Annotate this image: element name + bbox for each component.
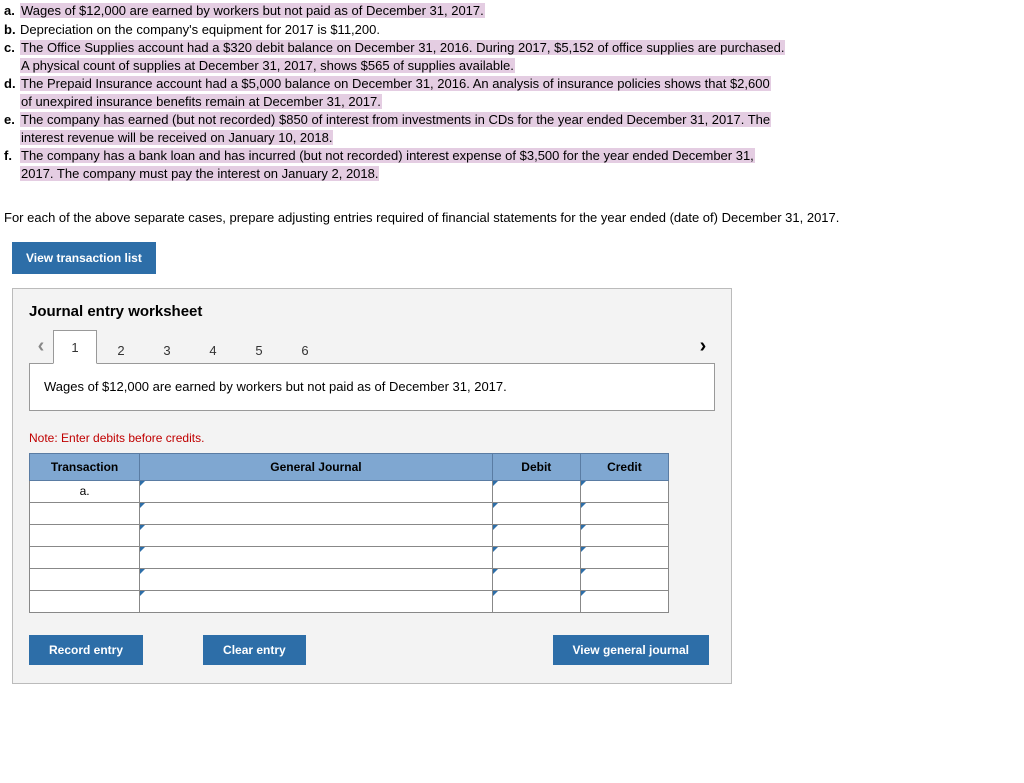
cell-credit[interactable] (580, 502, 668, 524)
cell-credit[interactable] (580, 480, 668, 502)
tab-3[interactable]: 3 (145, 336, 189, 364)
cell-transaction (30, 546, 140, 568)
instruction-text: For each of the above separate cases, pr… (0, 191, 1024, 241)
tab-1[interactable]: 1 (53, 330, 97, 364)
problem-list: a.Wages of $12,000 are earned by workers… (0, 0, 1024, 191)
cell-general-journal[interactable] (140, 546, 493, 568)
tab-6[interactable]: 6 (283, 336, 327, 364)
view-transaction-list-button[interactable]: View transaction list (12, 242, 156, 274)
worksheet-title: Journal entry worksheet (29, 303, 715, 320)
cell-credit[interactable] (580, 546, 668, 568)
tab-5[interactable]: 5 (237, 336, 281, 364)
cell-transaction (30, 568, 140, 590)
table-row (30, 568, 669, 590)
cell-transaction (30, 590, 140, 612)
highlighted-text: The company has earned (but not recorded… (20, 112, 771, 127)
cell-general-journal[interactable] (140, 502, 493, 524)
highlighted-text: The company has a bank loan and has incu… (20, 148, 755, 163)
highlighted-text: 2017. The company must pay the interest … (20, 166, 379, 181)
cell-credit[interactable] (580, 524, 668, 546)
cell-debit[interactable] (492, 480, 580, 502)
problem-text: The company has earned (but not recorded… (20, 111, 1020, 146)
problem-letter: d. (4, 75, 20, 110)
cell-credit[interactable] (580, 590, 668, 612)
header-credit: Credit (580, 453, 668, 480)
highlighted-text: The Office Supplies account had a $320 d… (20, 40, 785, 55)
header-general-journal: General Journal (140, 453, 493, 480)
prev-arrow-icon[interactable]: ‹ (29, 335, 53, 358)
plain-text: Depreciation on the company's equipment … (20, 22, 380, 37)
tab-row: ‹ 123456 › (29, 330, 715, 364)
cell-general-journal[interactable] (140, 568, 493, 590)
record-entry-button[interactable]: Record entry (29, 635, 143, 665)
cell-general-journal[interactable] (140, 524, 493, 546)
problem-text: Wages of $12,000 are earned by workers b… (20, 2, 1020, 20)
table-row (30, 590, 669, 612)
highlighted-text: Wages of $12,000 are earned by workers b… (20, 3, 485, 18)
entry-description: Wages of $12,000 are earned by workers b… (29, 363, 715, 411)
problem-letter: a. (4, 2, 20, 20)
note-text: Note: Enter debits before credits. (29, 431, 715, 445)
cell-general-journal[interactable] (140, 590, 493, 612)
problem-item: e.The company has earned (but not record… (4, 111, 1020, 146)
button-row: Record entry Clear entry View general jo… (29, 635, 709, 665)
header-debit: Debit (492, 453, 580, 480)
journal-entry-worksheet: Journal entry worksheet ‹ 123456 › Wages… (12, 288, 732, 684)
highlighted-text: interest revenue will be received on Jan… (20, 130, 333, 145)
problem-letter: e. (4, 111, 20, 146)
table-row (30, 502, 669, 524)
problem-item: b.Depreciation on the company's equipmen… (4, 21, 1020, 39)
cell-transaction (30, 524, 140, 546)
cell-debit[interactable] (492, 524, 580, 546)
problem-letter: c. (4, 39, 20, 74)
highlighted-text: A physical count of supplies at December… (20, 58, 515, 73)
header-transaction: Transaction (30, 453, 140, 480)
table-row: a. (30, 480, 669, 502)
cell-transaction: a. (30, 480, 140, 502)
problem-letter: f. (4, 147, 20, 182)
problem-text: The Prepaid Insurance account had a $5,0… (20, 75, 1020, 110)
cell-credit[interactable] (580, 568, 668, 590)
cell-general-journal[interactable] (140, 480, 493, 502)
tab-2[interactable]: 2 (99, 336, 143, 364)
cell-debit[interactable] (492, 546, 580, 568)
problem-text: The company has a bank loan and has incu… (20, 147, 1020, 182)
highlighted-text: of unexpired insurance benefits remain a… (20, 94, 382, 109)
cell-debit[interactable] (492, 502, 580, 524)
problem-item: f.The company has a bank loan and has in… (4, 147, 1020, 182)
highlighted-text: The Prepaid Insurance account had a $5,0… (20, 76, 771, 91)
table-row (30, 524, 669, 546)
tab-container: 123456 (53, 330, 329, 364)
view-general-journal-button[interactable]: View general journal (553, 635, 709, 665)
problem-text: Depreciation on the company's equipment … (20, 21, 1020, 39)
next-arrow-icon[interactable]: › (691, 335, 715, 358)
clear-entry-button[interactable]: Clear entry (203, 635, 306, 665)
problem-item: c.The Office Supplies account had a $320… (4, 39, 1020, 74)
problem-letter: b. (4, 21, 20, 39)
cell-debit[interactable] (492, 590, 580, 612)
problem-text: The Office Supplies account had a $320 d… (20, 39, 1020, 74)
problem-item: d.The Prepaid Insurance account had a $5… (4, 75, 1020, 110)
problem-item: a.Wages of $12,000 are earned by workers… (4, 2, 1020, 20)
cell-transaction (30, 502, 140, 524)
cell-debit[interactable] (492, 568, 580, 590)
table-row (30, 546, 669, 568)
journal-entry-table: Transaction General Journal Debit Credit… (29, 453, 669, 613)
tab-4[interactable]: 4 (191, 336, 235, 364)
